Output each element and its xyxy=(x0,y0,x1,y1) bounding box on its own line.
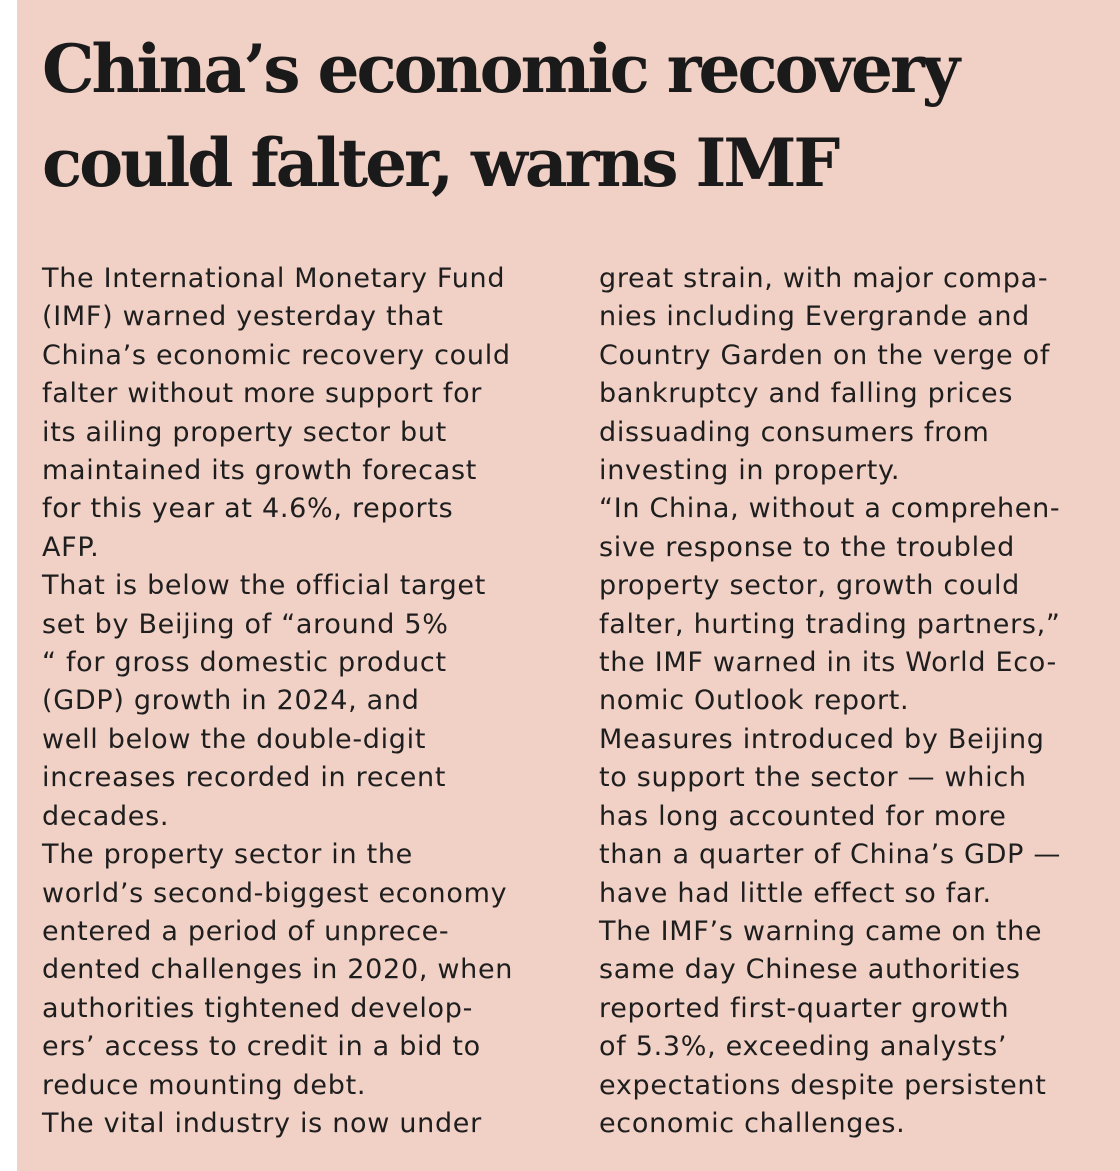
body-line: property sector, growth could xyxy=(599,570,1021,602)
body-line: ers’ access to credit in a bid to xyxy=(42,1031,481,1063)
body-line: have had little effect so far. xyxy=(599,877,992,909)
body-line: for this year at 4.6%, reports xyxy=(42,493,454,525)
body-line: falter, hurting trading partners,” xyxy=(599,608,1061,640)
body-line: The vital industry is now under xyxy=(42,1107,482,1139)
body-line: set by Beijing of “around 5% xyxy=(42,608,449,640)
article-column-left: The International Monetary Fund (IMF) wa… xyxy=(42,260,513,1143)
headline-line: could falter, warns IMF xyxy=(42,124,840,202)
body-line: entered a period of unprece- xyxy=(42,915,450,947)
body-line: expectations despite persistent xyxy=(599,1069,1047,1101)
body-line: reduce mounting debt. xyxy=(42,1069,367,1101)
body-line: bankruptcy and falling prices xyxy=(599,378,1014,410)
body-line: well below the double-digit xyxy=(42,723,427,755)
body-line: “ for gross domestic product xyxy=(42,647,447,679)
headline: China’s economic recovery could falter, … xyxy=(42,22,1112,210)
body-line: the IMF warned in its World Eco- xyxy=(599,647,1057,679)
article-column-right: great strain, with major compa- nies inc… xyxy=(599,260,1061,1143)
body-line: than a quarter of China’s GDP — xyxy=(599,839,1062,871)
body-line: nies including Evergrande and xyxy=(599,301,1031,333)
body-line: world’s second-biggest economy xyxy=(42,877,508,909)
body-line: its ailing property sector but xyxy=(42,416,447,448)
body-line: The property sector in the xyxy=(42,839,413,871)
body-line: great strain, with major compa- xyxy=(599,263,1049,294)
body-line: The IMF’s warning came on the xyxy=(599,915,1043,947)
body-line: dented challenges in 2020, when xyxy=(42,954,514,986)
body-line: The International Monetary Fund xyxy=(42,263,506,294)
body-line: economic challenges. xyxy=(599,1107,906,1139)
body-line: decades. xyxy=(42,800,170,832)
body-line: maintained its growth forecast xyxy=(42,455,477,487)
body-line: dissuading consumers from xyxy=(599,416,990,448)
body-line: Measures introduced by Beijing xyxy=(599,723,1045,755)
body-line: China’s economic recovery could xyxy=(42,339,511,371)
body-line: to support the sector — which xyxy=(599,762,1027,794)
article-panel xyxy=(17,0,1120,1171)
body-line: of 5.3%, exceeding analysts’ xyxy=(599,1031,1008,1063)
body-line: reported first-quarter growth xyxy=(599,992,1010,1024)
body-line: nomic Outlook report. xyxy=(599,685,910,717)
body-line: authorities tightened develop- xyxy=(42,992,474,1024)
body-line: increases recorded in recent xyxy=(42,762,447,794)
body-line: AFP. xyxy=(42,531,100,563)
body-line: (GDP) growth in 2024, and xyxy=(42,685,420,717)
body-line: has long accounted for more xyxy=(599,800,1007,832)
headline-line: China’s economic recovery xyxy=(42,30,960,108)
body-line: “In China, without a comprehen- xyxy=(599,493,1061,525)
body-line: That is below the official target xyxy=(42,570,486,602)
body-line: (IMF) warned yesterday that xyxy=(42,301,444,333)
body-line: Country Garden on the verge of xyxy=(599,339,1051,371)
body-line: same day Chinese authorities xyxy=(599,954,1021,986)
body-line: investing in property. xyxy=(599,455,901,487)
body-line: falter without more support for xyxy=(42,378,483,410)
body-line: sive response to the troubled xyxy=(599,531,1015,563)
